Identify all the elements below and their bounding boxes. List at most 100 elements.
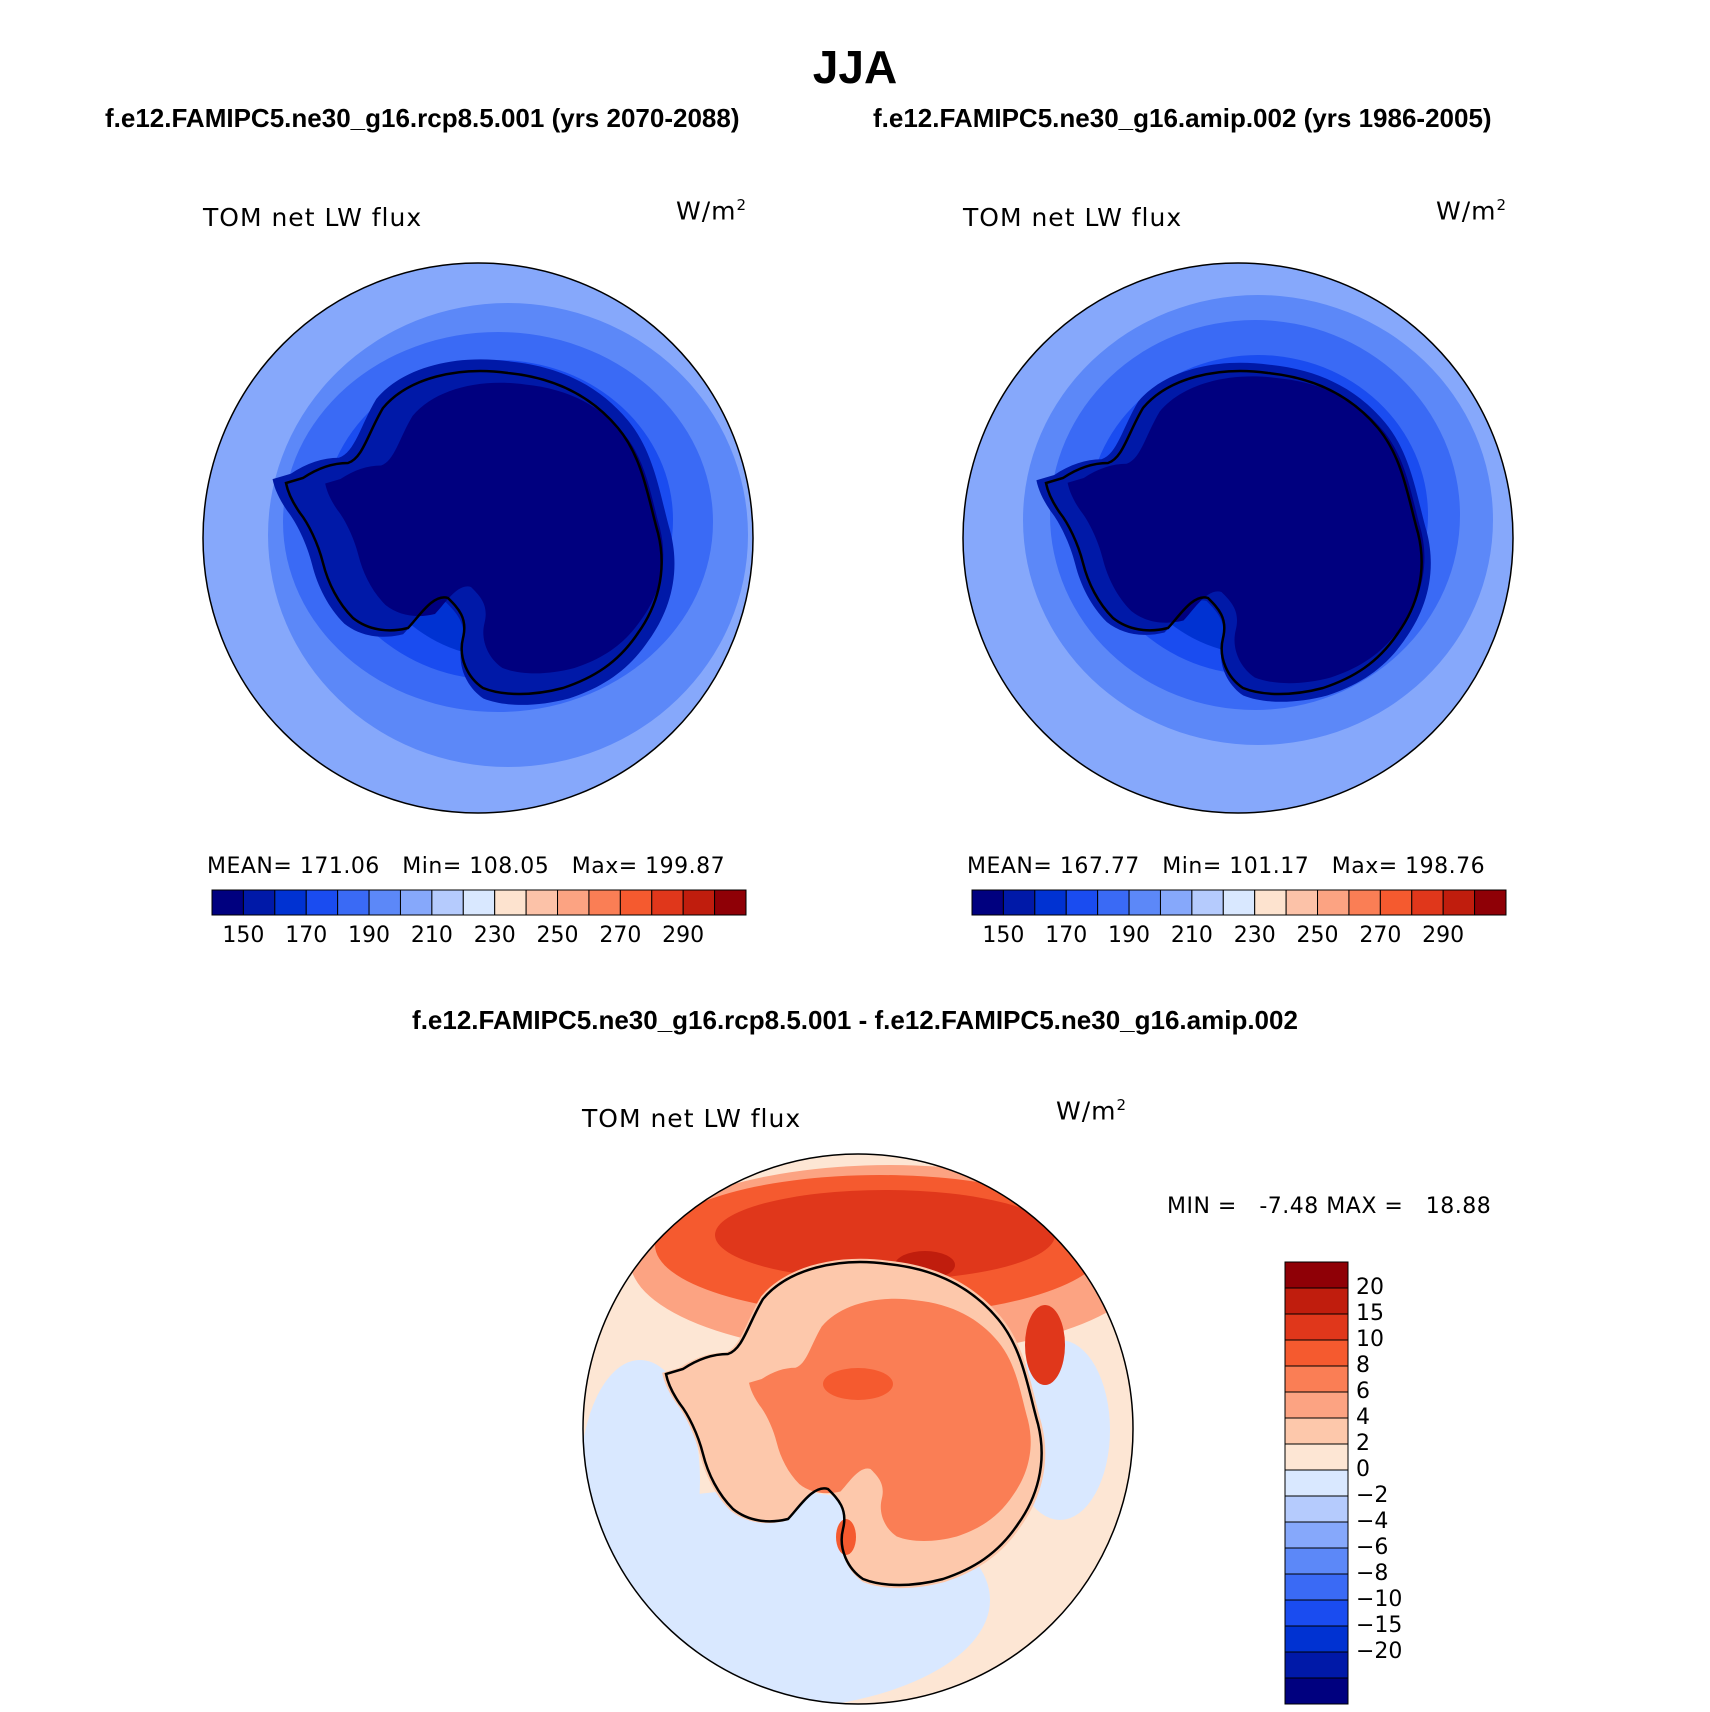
- panel2-colorbar-tick-label: 170: [1045, 923, 1088, 948]
- panel2-variable-label: TOM net LW flux: [963, 203, 1183, 232]
- panel1-colorbar-tick-label: 270: [599, 923, 642, 948]
- diff-colorbar-tick-label: −8: [1356, 1561, 1389, 1586]
- panel2-colorbar-tick-label: 250: [1296, 923, 1339, 948]
- panel2-case-title: f.e12.FAMIPC5.ne30_g16.amip.002 (yrs 198…: [873, 103, 1492, 133]
- diff-colorbar-swatch: [1284, 1495, 1349, 1523]
- panel1-colorbar-swatch: [588, 889, 621, 916]
- diff-colorbar-tick-label: 20: [1356, 1275, 1384, 1300]
- diff-colorbar-tick-label: −4: [1356, 1509, 1389, 1534]
- panel2-max-value: 198.76: [1405, 854, 1486, 879]
- panel2-colorbar-swatch: [1159, 889, 1193, 916]
- panel1-colorbar-swatch: [714, 889, 747, 916]
- diff-colorbar-swatch: [1284, 1417, 1349, 1445]
- diff-colorbar-tick-label: −15: [1356, 1613, 1403, 1638]
- panel2-colorbar-swatch: [1034, 889, 1067, 916]
- panel1-colorbar-swatch: [682, 889, 716, 916]
- panel2-colorbar-swatch: [1065, 889, 1099, 916]
- panel1-colorbar-swatch: [525, 889, 559, 916]
- main-title: JJA: [812, 41, 898, 93]
- panel2-colorbar-swatch: [1285, 889, 1319, 916]
- panel1-max-label: Max=: [571, 854, 638, 879]
- panel1-units-base: W/m: [676, 196, 737, 226]
- diff-colorbar-tick-label: 6: [1356, 1379, 1370, 1404]
- panel2-colorbar-tick-label: 230: [1233, 923, 1276, 948]
- panel1-mean-value: 171.06: [299, 854, 380, 879]
- panel1-colorbar-swatch: [211, 889, 244, 916]
- diff-colorbar-swatch: [1284, 1261, 1349, 1289]
- diff-colorbar-tick-label: −6: [1356, 1535, 1389, 1560]
- diff-colorbar-swatch: [1284, 1573, 1349, 1601]
- panel2-colorbar-swatch: [1442, 889, 1476, 916]
- panel1-colorbar-swatch: [619, 889, 653, 916]
- panel2-colorbar-tick-label: 270: [1359, 923, 1402, 948]
- panel2-mean-label: MEAN=: [967, 854, 1053, 879]
- panel1-colorbar-swatch: [305, 889, 339, 916]
- panel1-colorbar-swatch: [494, 889, 527, 916]
- panel2-units-exp: 2: [1496, 196, 1508, 214]
- diff-colorbar: [1284, 1261, 1349, 1705]
- panel2-colorbar-tick-label: 150: [982, 923, 1025, 948]
- panel1-colorbar-swatch: [274, 889, 307, 916]
- diff-colorbar-tick-label: 2: [1356, 1431, 1370, 1456]
- panel2-colorbar-tick-label: 290: [1422, 923, 1465, 948]
- diff-min-label: MIN =: [1167, 1194, 1237, 1219]
- diff-max-value: 18.88: [1425, 1194, 1492, 1219]
- panel1-variable-label: TOM net LW flux: [203, 203, 423, 232]
- panel1-max-value: 199.87: [645, 854, 726, 879]
- panel2-colorbar-swatch: [1097, 889, 1130, 916]
- diff-variable-label: TOM net LW flux: [582, 1104, 802, 1133]
- panel1-colorbar-swatch: [651, 889, 684, 916]
- panel2-colorbar-swatch: [1379, 889, 1413, 916]
- diff-colorbar-swatch: [1284, 1313, 1349, 1341]
- panel2-map: [962, 262, 1514, 814]
- diff-map: [582, 1153, 1134, 1705]
- panel2-colorbar-swatch: [971, 889, 1004, 916]
- diff-minmax: MIN = -7.48 MAX = 18.88: [1167, 1194, 1491, 1219]
- diff-colorbar-swatch: [1284, 1469, 1349, 1497]
- diff-colorbar-swatch: [1284, 1339, 1349, 1367]
- diff-colorbar-swatch: [1284, 1677, 1349, 1705]
- panel1-colorbar-tick-label: 250: [536, 923, 579, 948]
- panel1-colorbar-tick-label: 190: [348, 923, 391, 948]
- diff-units-exp: 2: [1116, 1096, 1128, 1114]
- panel1-colorbar-tick-label: 150: [222, 923, 265, 948]
- diff-colorbar-tick-label: −2: [1356, 1483, 1389, 1508]
- diff-units: W/m2: [1056, 1096, 1127, 1125]
- panel2-min-value: 101.17: [1229, 854, 1310, 879]
- diff-units-base: W/m: [1056, 1096, 1117, 1126]
- panel1-units-exp: 2: [736, 196, 748, 214]
- panel1-colorbar-tick-label: 210: [410, 923, 453, 948]
- diff-colorbar-swatch: [1284, 1365, 1349, 1393]
- panel2-colorbar-swatch: [1317, 889, 1350, 916]
- panel2-min-label: Min=: [1162, 854, 1222, 879]
- diff-colorbar-tick-label: −20: [1356, 1639, 1403, 1664]
- panel1-colorbar-swatch: [462, 889, 496, 916]
- diff-colorbar-swatch: [1284, 1287, 1349, 1315]
- diff-title: f.e12.FAMIPC5.ne30_g16.rcp8.5.001 - f.e1…: [412, 1005, 1298, 1035]
- panel1-stats: MEAN= 171.06 Min= 108.05 Max= 199.87: [207, 854, 725, 879]
- panel2-colorbar-swatch: [1348, 889, 1381, 916]
- panel2-stats: MEAN= 167.77 Min= 101.17 Max= 198.76: [967, 854, 1485, 879]
- panel1-mean-label: MEAN=: [207, 854, 293, 879]
- diff-colorbar-tick-label: 8: [1356, 1353, 1370, 1378]
- diff-max-label: MAX =: [1326, 1194, 1404, 1219]
- diff-colorbar-swatch: [1284, 1443, 1349, 1471]
- diff-colorbar-tick-label: 0: [1356, 1457, 1370, 1482]
- panel1-min-value: 108.05: [469, 854, 550, 879]
- panel2-max-label: Max=: [1331, 854, 1398, 879]
- diff-colorbar-swatch: [1284, 1625, 1349, 1653]
- panel1-colorbar-tick-label: 170: [285, 923, 328, 948]
- panel2-units: W/m2: [1436, 196, 1507, 225]
- diff-colorbar-swatch: [1284, 1521, 1349, 1549]
- panel2-colorbar-swatch: [1254, 889, 1287, 916]
- panel2-colorbar-tick-label: 190: [1108, 923, 1151, 948]
- panel1-case-title: f.e12.FAMIPC5.ne30_g16.rcp8.5.001 (yrs 2…: [105, 103, 740, 133]
- panel1-colorbar-swatch: [399, 889, 433, 916]
- panel2-colorbar-swatch: [1222, 889, 1256, 916]
- panel1-colorbar: [211, 889, 747, 916]
- diff-colorbar-tick-label: 4: [1356, 1405, 1370, 1430]
- panel2-colorbar-swatch: [1191, 889, 1224, 916]
- diff-colorbar-swatch: [1284, 1651, 1349, 1679]
- panel1-colorbar-swatch: [557, 889, 590, 916]
